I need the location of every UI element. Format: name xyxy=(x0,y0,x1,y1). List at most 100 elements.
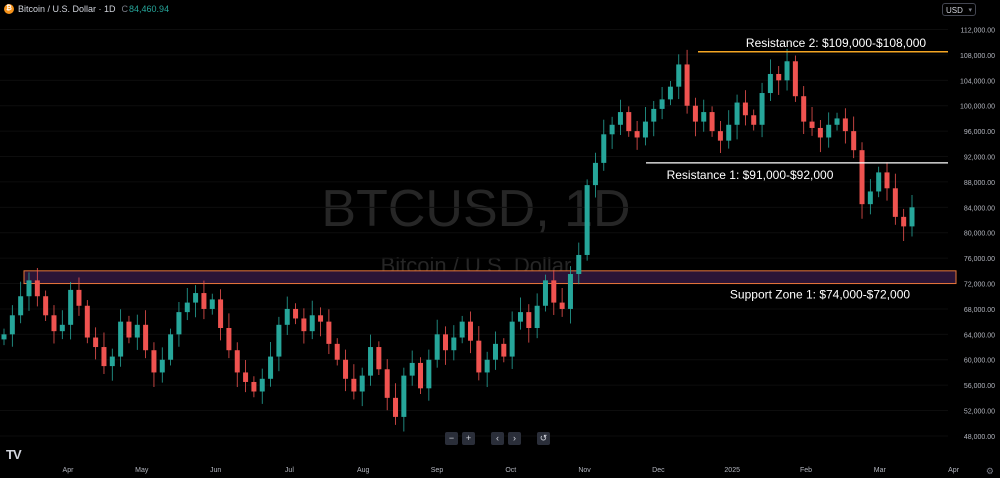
candle xyxy=(368,347,374,376)
candle xyxy=(642,121,648,138)
y-tick-label: 84,000.00 xyxy=(964,205,995,212)
candle xyxy=(293,308,299,319)
candle xyxy=(159,359,165,373)
scroll-left-button[interactable]: ‹ xyxy=(491,432,504,445)
candle xyxy=(601,134,607,163)
candle xyxy=(76,289,82,306)
candle xyxy=(567,274,573,309)
candle xyxy=(701,112,707,122)
y-tick-label: 92,000.00 xyxy=(964,155,995,162)
candle xyxy=(284,308,290,325)
support-zone-band xyxy=(23,270,957,285)
settings-icon[interactable]: ⚙ xyxy=(985,466,994,476)
candle xyxy=(467,321,473,341)
resistance-1-label: Resistance 1: $91,000-$92,000 xyxy=(667,168,834,182)
candle xyxy=(18,296,24,316)
y-tick-label: 112,000.00 xyxy=(960,28,995,35)
y-tick-label: 52,000.00 xyxy=(964,409,995,416)
candle xyxy=(776,73,782,81)
candle xyxy=(309,315,315,332)
candle xyxy=(93,337,99,348)
chevron-down-icon: ▾ xyxy=(968,7,972,14)
candle xyxy=(1,334,7,340)
candle xyxy=(43,296,49,316)
candle xyxy=(684,64,690,106)
candle xyxy=(376,347,382,370)
y-tick-label: 88,000.00 xyxy=(964,180,995,187)
candle xyxy=(451,337,457,351)
x-tick-label: Apr xyxy=(63,467,75,474)
candle xyxy=(834,118,840,125)
candle xyxy=(509,321,515,357)
candle xyxy=(542,280,548,306)
candle xyxy=(751,115,757,125)
x-tick-label: 2025 xyxy=(724,467,740,474)
close-price: C84,460.94 xyxy=(121,4,170,14)
candle xyxy=(26,280,32,297)
candle xyxy=(859,150,865,205)
candle xyxy=(209,299,215,309)
zoom-out-button[interactable]: − xyxy=(445,432,458,445)
candle xyxy=(501,343,507,357)
candle xyxy=(692,105,698,122)
candle xyxy=(592,162,598,186)
candle xyxy=(584,185,590,255)
x-tick-label: Aug xyxy=(357,467,370,474)
candle xyxy=(168,334,174,360)
y-tick-label: 56,000.00 xyxy=(964,383,995,390)
candle xyxy=(134,324,140,338)
scroll-right-button[interactable]: › xyxy=(508,432,521,445)
x-tick-label: Feb xyxy=(800,467,812,474)
bitcoin-icon: ₿ xyxy=(4,4,14,14)
candle xyxy=(726,124,732,141)
candle xyxy=(259,378,265,392)
candle xyxy=(459,321,465,338)
chart-navigation: − + ‹ › ↺ xyxy=(445,432,550,445)
candle xyxy=(659,99,665,109)
candle xyxy=(234,350,240,373)
candle xyxy=(626,112,632,132)
candle xyxy=(426,359,432,389)
candle xyxy=(784,61,790,81)
candle xyxy=(734,102,740,125)
candle xyxy=(318,315,324,322)
candle xyxy=(151,350,157,373)
candle xyxy=(792,61,798,97)
candle xyxy=(709,112,715,132)
candle xyxy=(184,302,190,313)
candle xyxy=(434,334,440,360)
candle xyxy=(876,172,882,192)
candle xyxy=(334,343,340,360)
candle xyxy=(901,216,907,227)
candle xyxy=(101,347,107,367)
candle xyxy=(384,369,390,398)
candle xyxy=(667,86,673,100)
candle xyxy=(276,324,282,357)
y-tick-label: 68,000.00 xyxy=(964,307,995,314)
candle xyxy=(109,356,115,367)
candle xyxy=(892,188,898,217)
candle xyxy=(326,321,332,344)
candle xyxy=(717,131,723,141)
candle xyxy=(193,293,199,303)
candle xyxy=(393,397,399,417)
candle xyxy=(867,191,873,205)
candle xyxy=(343,359,349,379)
candle xyxy=(243,372,249,382)
candle xyxy=(842,118,848,132)
zoom-in-button[interactable]: + xyxy=(462,432,475,445)
candle xyxy=(476,340,482,373)
candle xyxy=(68,289,74,325)
symbol-title: Bitcoin / U.S. Dollar · 1D xyxy=(18,4,116,14)
x-tick-label: Sep xyxy=(431,467,444,474)
reset-chart-button[interactable]: ↺ xyxy=(537,432,550,445)
candle xyxy=(817,127,823,138)
candle xyxy=(351,378,357,392)
candle xyxy=(443,334,449,351)
x-tick-label: May xyxy=(135,467,149,474)
currency-selector[interactable]: USD ▾ xyxy=(942,3,976,16)
candle xyxy=(34,280,40,297)
candle xyxy=(118,321,124,357)
candle xyxy=(767,73,773,94)
